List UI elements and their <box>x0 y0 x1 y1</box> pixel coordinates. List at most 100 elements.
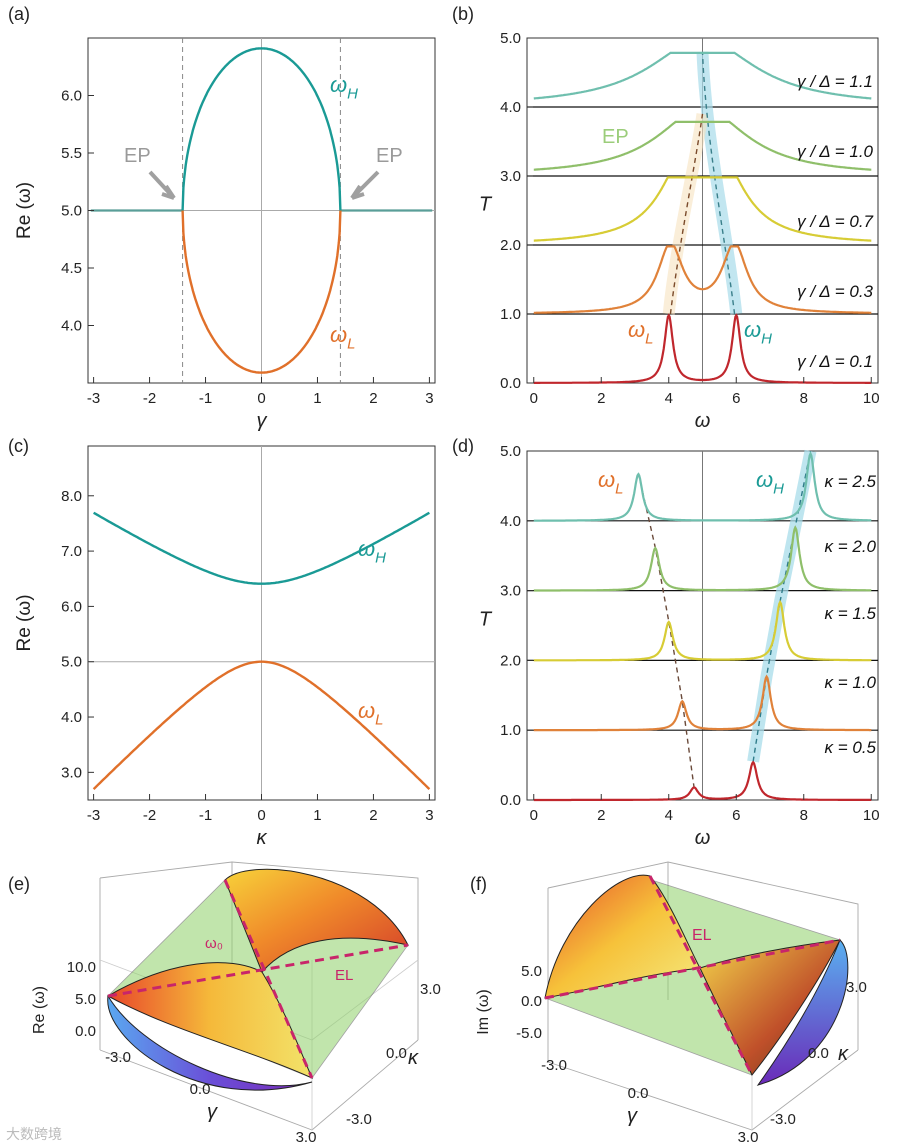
y-tick-label: 4.0 <box>61 709 82 726</box>
x-tick-label: 8 <box>800 807 808 824</box>
x-tick-label: -3.0 <box>541 1057 567 1074</box>
z-axis-label: Im (ω) <box>475 989 492 1034</box>
spectrum-line-4 <box>533 450 872 522</box>
dashed-trace-H <box>701 51 736 315</box>
label-omegaH-c: ωH <box>358 536 386 567</box>
series-label-1: γ / Δ = 0.3 <box>797 282 873 301</box>
x-tick-label: 6 <box>732 807 740 824</box>
series-label-4: κ = 2.5 <box>824 472 876 491</box>
x-tick-label: 0 <box>530 807 538 824</box>
y-tick-label: 4.5 <box>61 260 82 277</box>
label-omegaL-b-sub: L <box>645 331 653 348</box>
exceptional-line-2 <box>648 875 754 1076</box>
series-line-omegaL <box>92 660 431 790</box>
x-tick-label: 0 <box>530 390 538 407</box>
x-tick-label: 0 <box>257 807 265 824</box>
y-tick-label: 1.0 <box>500 306 521 323</box>
label-omegaL-c-main: ω <box>358 698 375 723</box>
x-tick-label: -2 <box>143 390 156 407</box>
label-omegaL-main: ω <box>330 322 347 347</box>
y-tick-label: 0.0 <box>386 1045 407 1062</box>
series-line-omegaH <box>181 47 342 211</box>
panel-label-c: (c) <box>8 436 29 456</box>
y-tick-label: 8.0 <box>61 488 82 505</box>
y-tick-label: 0.0 <box>500 792 521 809</box>
surface-lower-blue <box>107 994 313 1091</box>
annotation-ep: EP <box>602 126 629 148</box>
y-tick-label: -3.0 <box>770 1111 796 1128</box>
y-axis-label: T <box>479 194 493 216</box>
x-tick-label: -3.0 <box>105 1049 131 1066</box>
series-label-0: γ / Δ = 0.1 <box>797 352 873 371</box>
label-omegaH-b: ωH <box>744 317 772 348</box>
series-label-3: γ / Δ = 1.0 <box>797 142 873 161</box>
x-tick-label: 1 <box>313 807 321 824</box>
x-tick-label: 8 <box>800 390 808 407</box>
y-tick-label: -3.0 <box>346 1111 372 1128</box>
x-tick-label: -2 <box>143 807 156 824</box>
x-tick-label: 2 <box>597 807 605 824</box>
x-tick-label: 3.0 <box>738 1129 759 1146</box>
x-tick-label: 10 <box>863 807 880 824</box>
x-tick-label: 3.0 <box>296 1129 317 1146</box>
surface-upper-left <box>544 874 701 999</box>
panel-label-d: (d) <box>452 436 474 456</box>
x-axis-label: ω <box>695 827 711 849</box>
panel-label-f: (f) <box>470 874 487 894</box>
x-axis-label: ω <box>695 410 711 432</box>
series-line-omegaH <box>93 511 430 585</box>
x-tick-label: 2 <box>369 807 377 824</box>
y-tick-label: 4.0 <box>500 513 521 530</box>
label-omegaL-c: ωL <box>358 698 383 729</box>
x-axis-label: γ <box>627 1105 638 1127</box>
y-tick-label: 2.0 <box>500 237 521 254</box>
x-tick-label: 3 <box>425 807 433 824</box>
surface-plot-e: ω₀ EL 10.0 5.0 0.0 Re (ω) -3.0 0.0 3.0 γ -3.0 0.0 3.… <box>31 861 441 1146</box>
y-axis-label: Re (ω) <box>14 594 35 651</box>
x-tick-label: 0.0 <box>190 1081 211 1098</box>
z-tick-label: 0.0 <box>521 993 542 1010</box>
exceptional-line-1 <box>107 943 409 998</box>
x-tick-label: 10 <box>863 390 880 407</box>
label-omegaL-d-sub: L <box>615 481 623 498</box>
annotation-ep-right: EP <box>376 145 403 167</box>
y-axis-label: κ <box>408 1047 419 1069</box>
y-tick-label: 0.0 <box>808 1045 829 1062</box>
z-tick-label: 5.0 <box>75 991 96 1008</box>
x-axis-label: κ <box>257 827 268 849</box>
y-tick-label: 2.0 <box>500 652 521 669</box>
label-omegaH-main: ω <box>330 72 347 97</box>
series-label-2: κ = 1.5 <box>824 604 876 623</box>
label-omegaL: ωL <box>330 322 355 353</box>
x-axis-label: γ <box>207 1101 218 1123</box>
series-label-2: γ / Δ = 0.7 <box>797 212 873 231</box>
label-omegaH-c-sub: H <box>375 550 386 567</box>
y-tick-label: 3.0 <box>846 979 867 996</box>
y-axis-label: T <box>479 609 493 631</box>
y-tick-label: 5.5 <box>61 145 82 162</box>
spectrum-line-2 <box>533 176 872 242</box>
z-tick-label: 5.0 <box>521 963 542 980</box>
exceptional-line-1 <box>544 938 841 1000</box>
spectrum-line-3 <box>533 525 872 592</box>
z-tick-label: 10.0 <box>67 959 96 976</box>
z-axis-label: Re (ω) <box>31 986 48 1034</box>
spectrum-line-1 <box>533 245 872 314</box>
label-omegaH: ωH <box>330 72 358 103</box>
y-axis-label: κ <box>838 1043 849 1065</box>
surface-lower-blue <box>756 939 849 1086</box>
label-omegaL-c-sub: L <box>375 712 383 729</box>
x-tick-label: -1 <box>199 390 212 407</box>
series-line-omegaL <box>181 210 342 374</box>
annotation-el: EL <box>335 967 353 984</box>
spectrum-line-0 <box>533 313 872 384</box>
spectrum-line-1 <box>533 674 872 732</box>
panel-label-b: (b) <box>452 4 474 24</box>
label-omegaH-d: ωH <box>756 467 784 498</box>
panel-label-a: (a) <box>8 4 30 24</box>
y-tick-label: 5.0 <box>500 30 521 47</box>
y-tick-label: 3.0 <box>500 583 521 600</box>
z-tick-label: -5.0 <box>516 1025 542 1042</box>
y-tick-label: 0.0 <box>500 375 521 392</box>
x-tick-label: 4 <box>665 390 673 407</box>
